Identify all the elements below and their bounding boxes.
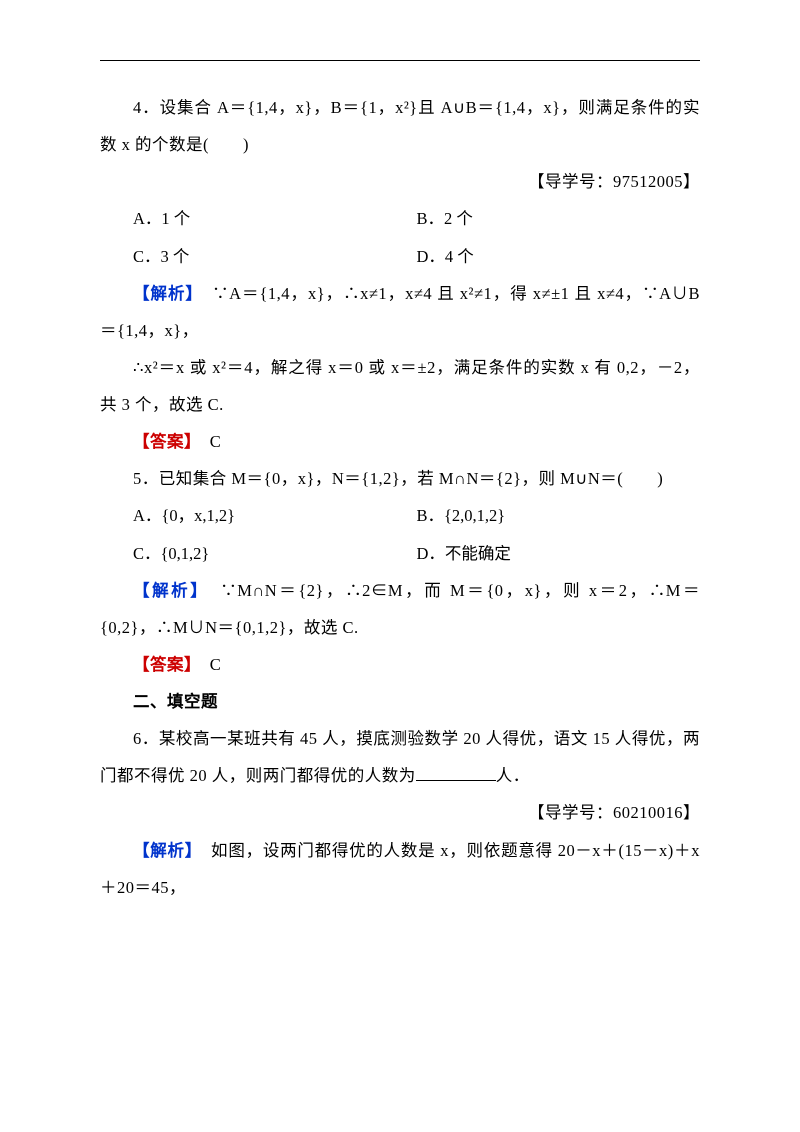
analysis-label: 【解析】	[133, 841, 194, 860]
q4-answer: C	[193, 432, 222, 451]
q4-guide: 【导学号：97512005】	[100, 163, 700, 200]
q4-opt-b: B．2 个	[417, 200, 701, 237]
q5-options-row1: A．{0，x,1,2} B．{2,0,1,2}	[100, 497, 700, 534]
q5-opt-a: A．{0，x,1,2}	[133, 497, 417, 534]
q4-answer-line: 【答案】 C	[100, 423, 700, 460]
answer-label: 【答案】	[133, 655, 193, 674]
section-2-heading: 二、填空题	[100, 683, 700, 720]
q4-opt-a: A．1 个	[133, 200, 417, 237]
q5-answer-line: 【答案】 C	[100, 646, 700, 683]
q5-opt-d: D．不能确定	[417, 535, 701, 572]
q4-opt-d: D．4 个	[417, 238, 701, 275]
q4-stem-text: 4．设集合 A＝{1,4，x}，B＝{1，x²}且 A∪B＝{1,4，x}，则满…	[100, 98, 700, 154]
top-rule	[100, 60, 700, 61]
q5-stem-text: 5．已知集合 M＝{0，x}，N＝{1,2}，若 M∩N＝{2}，则 M∪N＝(…	[133, 469, 663, 488]
q6-stem-2: 人．	[496, 766, 530, 785]
q6-guide-text: 【导学号：60210016】	[528, 803, 700, 822]
q4-guide-text: 【导学号：97512005】	[528, 172, 700, 191]
analysis-label: 【解析】	[133, 581, 201, 600]
q4-stem: 4．设集合 A＝{1,4，x}，B＝{1，x²}且 A∪B＝{1,4，x}，则满…	[100, 89, 700, 163]
q6-stem-1: 6．某校高一某班共有 45 人，摸底测验数学 20 人得优，语文 15 人得优，…	[100, 729, 700, 785]
q5-opt-c: C．{0,1,2}	[133, 535, 417, 572]
q6-analysis: 【解析】 如图，设两门都得优的人数是 x，则依题意得 20－x＋(15－x)＋x…	[100, 832, 700, 906]
q4-analysis-p2: ∴x²＝x 或 x²＝4，解之得 x＝0 或 x＝±2，满足条件的实数 x 有 …	[100, 349, 700, 423]
section-2-text: 二、填空题	[133, 692, 218, 711]
page-container: 4．设集合 A＝{1,4，x}，B＝{1，x²}且 A∪B＝{1,4，x}，则满…	[0, 0, 800, 1132]
answer-label: 【答案】	[133, 432, 193, 451]
q4-analysis-2: ∴x²＝x 或 x²＝4，解之得 x＝0 或 x＝±2，满足条件的实数 x 有 …	[100, 358, 700, 414]
q4-analysis-p1: 【解析】 ∵A＝{1,4，x}，∴x≠1，x≠4 且 x²≠1，得 x≠±1 且…	[100, 275, 700, 349]
q6-guide: 【导学号：60210016】	[100, 794, 700, 831]
q5-opt-b: B．{2,0,1,2}	[417, 497, 701, 534]
q5-analysis: 【解析】 ∵M∩N＝{2}，∴2∈M，而 M＝{0，x}，则 x＝2，∴M＝{0…	[100, 572, 700, 646]
q4-options-row1: A．1 个 B．2 个	[100, 200, 700, 237]
q6-stem: 6．某校高一某班共有 45 人，摸底测验数学 20 人得优，语文 15 人得优，…	[100, 720, 700, 794]
analysis-label: 【解析】	[133, 284, 195, 303]
q5-answer: C	[193, 655, 222, 674]
q5-options-row2: C．{0,1,2} D．不能确定	[100, 535, 700, 572]
q5-stem: 5．已知集合 M＝{0，x}，N＝{1,2}，若 M∩N＝{2}，则 M∪N＝(…	[100, 460, 700, 497]
q4-opt-c: C．3 个	[133, 238, 417, 275]
q4-options-row2: C．3 个 D．4 个	[100, 238, 700, 275]
fill-blank	[416, 780, 496, 781]
